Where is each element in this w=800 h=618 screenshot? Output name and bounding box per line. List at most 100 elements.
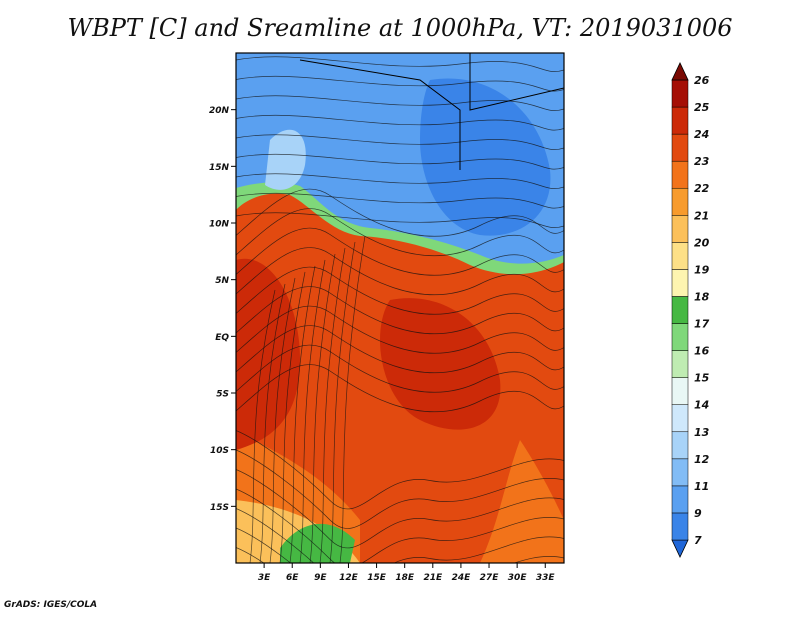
latitude-axis: 20N 15N 10N 5N EQ 5S 10S 15S: [209, 106, 236, 513]
streamline: [236, 430, 564, 510]
colorbar-box: [671, 106, 689, 135]
colorbar-box: [671, 79, 689, 108]
streamline: [329, 241, 356, 563]
colorbar-label: 19: [694, 263, 710, 276]
colorbar: 7 9 11 12 13 14 15 16 17 18 19 20 21 22 23 24 25 26: [671, 62, 710, 558]
colorbar-box: [671, 187, 689, 216]
streamline: [236, 56, 564, 72]
streamline: [269, 277, 296, 563]
colorbar-box: [671, 350, 689, 378]
streamline: [236, 75, 564, 92]
streamline: [236, 325, 564, 374]
lat-label: 10S: [210, 446, 229, 456]
colorbar-box: [671, 215, 689, 243]
colorbar-label: 18: [694, 290, 710, 303]
colorbar-box: [671, 377, 689, 405]
colorbar-box: [671, 160, 689, 189]
streamline: [279, 271, 306, 563]
lon-label: 9E: [314, 573, 327, 583]
field-north-light: [265, 129, 306, 190]
colorbar-box: [671, 296, 689, 324]
streamline: [236, 134, 564, 150]
colorbar-label: 26: [694, 74, 710, 87]
lon-label: 30E: [508, 573, 528, 583]
colorbar-label: 21: [694, 209, 709, 222]
colorbar-label: 25: [694, 101, 710, 114]
streamline: [259, 283, 286, 563]
lat-label: 15S: [210, 503, 229, 513]
field-atlantic-warm: [236, 258, 300, 450]
streamline: [236, 114, 564, 131]
colorbar-label: 9: [694, 507, 702, 520]
colorbar-box: [671, 404, 689, 433]
field-southeast: [480, 440, 564, 563]
colorbar-box: [671, 133, 689, 162]
streamline: [299, 259, 326, 563]
streamline: [236, 488, 564, 563]
lon-label: 18E: [395, 573, 415, 583]
lat-label: 10N: [209, 220, 230, 230]
chart-title: WBPT [C] and Sreamline at 1000hPa, VT: 2…: [67, 14, 733, 42]
streamline: [236, 449, 564, 529]
colorbar-label: 23: [694, 155, 710, 168]
streamline: [236, 266, 564, 315]
streamline: [236, 173, 564, 189]
colorbar-box: [671, 485, 689, 514]
colorbar-label: 14: [694, 399, 709, 412]
colorbar-box: [671, 431, 689, 460]
colorbar-label: 16: [694, 345, 710, 358]
colorbar-label: 17: [694, 318, 710, 331]
colorbar-box: [671, 512, 689, 541]
streamline: [339, 235, 366, 563]
streamline: [249, 289, 276, 563]
lon-label: 33E: [536, 573, 556, 583]
streamline: [236, 188, 564, 237]
streamline: [236, 344, 564, 393]
lon-label: 24E: [452, 573, 472, 583]
lon-label: 15E: [367, 573, 387, 583]
streamlines: [236, 53, 564, 563]
colorbar-label: 22: [694, 182, 710, 195]
streamline: [309, 253, 336, 563]
lon-label: 27E: [480, 573, 500, 583]
colorbar-label: 7: [694, 534, 702, 547]
colorbar-box: [671, 323, 689, 351]
streamline: [236, 247, 564, 296]
lon-label: 3E: [258, 573, 271, 583]
streamline: [236, 469, 564, 549]
streamline: [319, 247, 346, 563]
colorbar-bottom-arrow: [671, 539, 689, 558]
streamline: [236, 227, 564, 276]
lat-label: 20N: [209, 106, 230, 116]
colorbar-label: 24: [694, 128, 709, 141]
lon-label: 21E: [423, 573, 443, 583]
longitude-axis: 3E 6E 9E 12E 15E 18E 21E 24E 27E 30E 33E: [258, 563, 556, 583]
colorbar-box: [671, 242, 689, 270]
lon-label: 6E: [286, 573, 299, 583]
lon-label: 12E: [339, 573, 359, 583]
colorbar-label: 15: [694, 372, 710, 385]
colorbar-label: 20: [694, 236, 710, 249]
colorbar-box: [671, 269, 689, 297]
lat-label: 5S: [216, 390, 229, 400]
streamline: [236, 208, 564, 257]
field-green-patch: [280, 523, 355, 563]
lat-label: 5N: [215, 276, 229, 286]
country-border: [299, 53, 564, 170]
streamline: [236, 153, 564, 170]
streamline: [236, 95, 564, 111]
colorbar-box: [671, 458, 689, 487]
colorbar-label: 13: [694, 426, 710, 439]
streamline: [236, 508, 564, 563]
streamline: [236, 364, 564, 413]
lat-label: EQ: [215, 333, 229, 343]
grads-credit: GrADS: IGES/COLA: [4, 600, 98, 610]
colorbar-label: 12: [694, 453, 710, 466]
streamline: [236, 286, 564, 335]
field-north-deep: [420, 78, 551, 236]
colorbar-top-arrow: [671, 62, 689, 81]
streamline: [236, 527, 564, 563]
streamline: [289, 265, 316, 563]
lat-label: 15N: [209, 163, 230, 173]
